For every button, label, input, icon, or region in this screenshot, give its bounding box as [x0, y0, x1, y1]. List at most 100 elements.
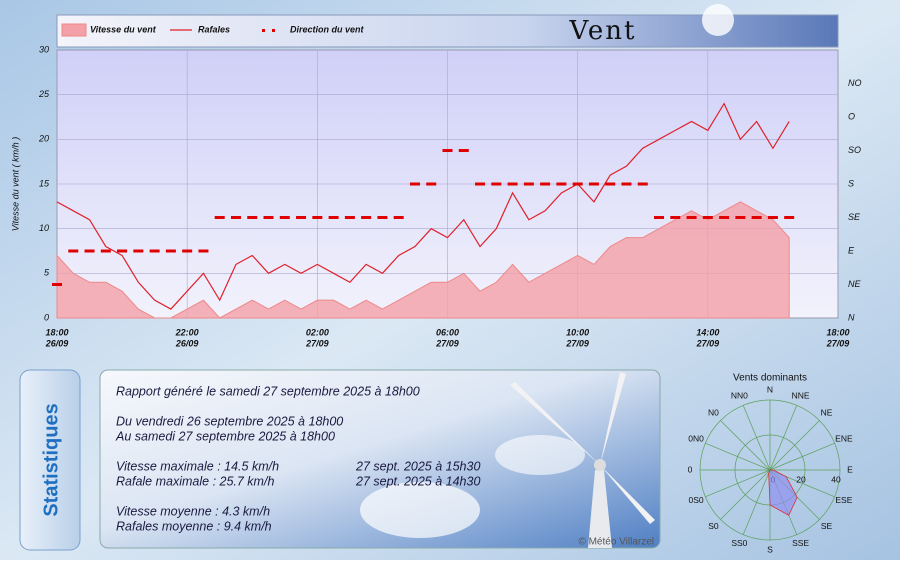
ring — [699, 399, 841, 541]
turbine-blade — [600, 465, 655, 524]
direction-dot — [605, 182, 616, 186]
wind-rose — [768, 469, 798, 516]
direction-label: N0 — [708, 408, 719, 418]
r-tick-label: 40 — [831, 474, 841, 484]
direction-label: SS0 — [731, 538, 747, 548]
x-tick-label: 27/09 — [826, 338, 850, 348]
direction-label: 0N0 — [688, 434, 704, 444]
x-tick-label: 18:00 — [826, 327, 849, 337]
x-tick-label: 27/09 — [565, 338, 589, 348]
stats-text: 27 sept. 2025 à 15h30 — [355, 459, 480, 473]
direction-dot — [165, 249, 176, 253]
side-panel — [19, 369, 81, 551]
credit: © Météo Villarzel — [578, 537, 654, 548]
direction-dot — [540, 182, 551, 186]
direction-dot — [475, 182, 486, 186]
y-tick-label: 0 — [44, 312, 49, 322]
direction-label: E — [847, 464, 853, 474]
direction-dot — [507, 182, 518, 186]
direction-dot — [214, 216, 225, 219]
direction-dot — [149, 249, 160, 253]
stats-text: Du vendredi 26 septembre 2025 à 18h00 — [116, 414, 343, 428]
direction-dot — [52, 283, 62, 286]
x-tick-label: 27/09 — [305, 338, 329, 348]
direction-label: SE — [821, 521, 833, 531]
turbine-tower — [588, 470, 612, 548]
y2-tick-label: E — [848, 245, 855, 255]
y2-tick-label: NE — [848, 279, 861, 289]
y-tick-label: 5 — [44, 268, 50, 278]
legend-swatch — [262, 29, 265, 32]
direction-dot — [133, 249, 144, 253]
direction-dot — [442, 149, 453, 152]
direction-dot — [117, 249, 128, 253]
x-tick-label: 06:00 — [436, 327, 459, 337]
direction-dot — [621, 182, 632, 186]
direction-dot — [84, 249, 95, 253]
direction-label: S0 — [708, 521, 719, 531]
direction-label: NNE — [792, 390, 810, 400]
direction-dot — [556, 182, 567, 186]
direction-dot — [686, 216, 697, 219]
stats-text: Vitesse moyenne : 4.3 km/h — [116, 504, 270, 518]
direction-dot — [637, 182, 648, 186]
speed-area — [56, 201, 790, 319]
y2-tick-label: SO — [848, 145, 861, 155]
stats-text: 27 sept. 2025 à 14h30 — [355, 474, 480, 488]
x-tick-label: 26/09 — [175, 338, 199, 348]
stats-text: Au samedi 27 septembre 2025 à 18h00 — [115, 429, 335, 443]
direction-dot — [361, 216, 372, 219]
y-tick-label: 30 — [39, 44, 49, 54]
x-tick-label: 02:00 — [306, 327, 329, 337]
direction-dot — [100, 249, 111, 253]
direction-dot — [458, 149, 469, 152]
x-tick-label: 26/09 — [45, 338, 69, 348]
x-tick-label: 27/09 — [435, 338, 459, 348]
direction-dot — [393, 216, 404, 219]
legend-label: Vitesse du vent — [90, 24, 157, 34]
direction-dot — [735, 216, 746, 219]
legend-label: Rafales — [198, 24, 230, 34]
direction-dot — [182, 249, 193, 253]
y2-tick-label: SE — [848, 212, 861, 222]
legend-label: Direction du vent — [290, 24, 365, 34]
direction-label: NN0 — [731, 390, 748, 400]
direction-dot — [247, 216, 258, 219]
direction-label: N — [767, 384, 773, 394]
stats-panel — [99, 369, 661, 549]
direction-label: ESE — [835, 495, 852, 505]
stats-text: Vitesse maximale : 14.5 km/h — [116, 459, 279, 473]
direction-dot — [784, 216, 795, 219]
direction-dot — [230, 216, 241, 219]
direction-dot — [328, 216, 339, 219]
chart-title: Vent — [569, 16, 637, 46]
direction-dot — [263, 216, 274, 219]
x-tick-label: 10:00 — [566, 327, 589, 337]
polar-title: Vents dominants — [733, 373, 807, 384]
direction-dot — [426, 182, 437, 186]
direction-dot — [377, 216, 388, 219]
cloud — [360, 482, 480, 538]
y-tick-label: 15 — [39, 178, 50, 188]
turbine-hub — [594, 459, 606, 471]
sun — [702, 4, 734, 36]
y-tick-label: 10 — [39, 223, 49, 233]
direction-dot — [279, 216, 290, 219]
x-tick-label: 14:00 — [696, 327, 719, 337]
direction-dot — [702, 216, 713, 219]
direction-dot — [68, 249, 79, 253]
y2-tick-label: N — [848, 312, 855, 322]
turbine-blade — [510, 382, 600, 465]
y2-tick-label: S — [848, 178, 854, 188]
y2-tick-label: NO — [848, 78, 862, 88]
direction-label: S — [767, 544, 773, 554]
direction-dot — [198, 249, 209, 253]
x-tick-label: 27/09 — [696, 338, 720, 348]
x-tick-label: 22:00 — [175, 327, 199, 337]
direction-dot — [588, 182, 599, 186]
r-tick-label: 20 — [796, 474, 806, 484]
cloud — [495, 435, 585, 475]
stats-text: Rafale maximale : 25.7 km/h — [116, 474, 274, 488]
y2-tick-label: O — [848, 111, 855, 121]
